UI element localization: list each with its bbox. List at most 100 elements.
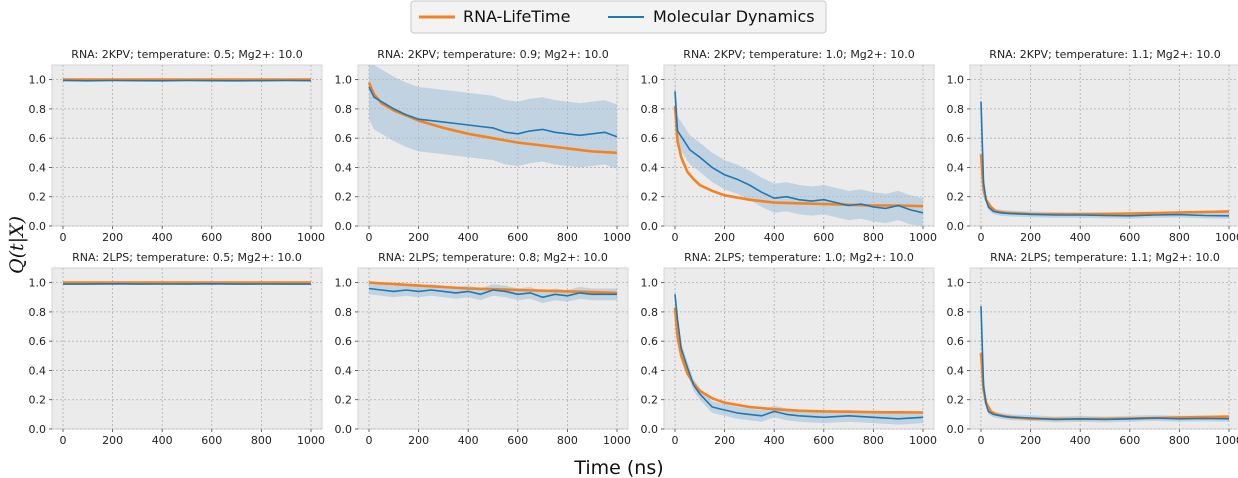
x-tick-label: 800 xyxy=(251,434,272,447)
y-tick-label: 0.8 xyxy=(29,103,47,116)
x-tick-label: 1000 xyxy=(603,231,631,244)
y-tick-label: 0.4 xyxy=(641,161,659,174)
panel-background xyxy=(663,267,935,430)
x-tick-label: 800 xyxy=(251,231,272,244)
panel-background xyxy=(51,64,323,227)
y-tick-label: 0.2 xyxy=(335,394,353,407)
x-tick-label: 0 xyxy=(366,231,373,244)
panel-3: RNA: 2KPV; temperature: 1.0; Mg2+: 10.0 0… xyxy=(641,48,938,244)
y-tick-label: 0.8 xyxy=(947,103,965,116)
y-tick-label: 0.6 xyxy=(29,132,47,145)
y-tick-label: 0.0 xyxy=(29,423,47,436)
x-tick-label: 0 xyxy=(366,434,373,447)
panel-7: RNA: 2LPS; temperature: 1.0; Mg2+: 10.0 0… xyxy=(641,251,938,447)
y-tick-label: 0.0 xyxy=(335,220,353,233)
y-tick-label: 0.6 xyxy=(29,335,47,348)
y-tick-label: 0.6 xyxy=(641,132,659,145)
y-tick-label: 0.8 xyxy=(947,306,965,319)
y-tick-label: 0.6 xyxy=(335,132,353,145)
y-tick-label: 0.2 xyxy=(29,394,47,407)
x-tick-label: 400 xyxy=(458,434,479,447)
y-tick-label: 0.0 xyxy=(947,423,965,436)
x-tick-label: 400 xyxy=(152,434,173,447)
y-tick-label: 0.6 xyxy=(335,335,353,348)
y-tick-label: 0.8 xyxy=(641,103,659,116)
panels: RNA: 2KPV; temperature: 0.5; Mg2+: 10.0 0… xyxy=(29,48,1238,447)
y-tick-label: 0.0 xyxy=(947,220,965,233)
x-tick-label: 200 xyxy=(102,434,123,447)
x-tick-label: 600 xyxy=(1119,231,1140,244)
x-tick-label: 800 xyxy=(863,434,884,447)
y-tick-label: 1.0 xyxy=(947,74,965,87)
x-tick-label: 400 xyxy=(1070,231,1091,244)
x-tick-label: 1000 xyxy=(1215,434,1238,447)
y-tick-label: 0.0 xyxy=(641,423,659,436)
x-tick-label: 0 xyxy=(672,231,679,244)
panel-4: RNA: 2KPV; temperature: 1.1; Mg2+: 10.0 0… xyxy=(947,48,1238,244)
y-tick-label: 0.0 xyxy=(641,220,659,233)
x-tick-label: 400 xyxy=(458,231,479,244)
x-axis-label: Time (ns) xyxy=(573,457,663,478)
y-tick-label: 0.2 xyxy=(641,191,659,204)
y-tick-label: 0.4 xyxy=(947,364,965,377)
md-confidence-band xyxy=(675,76,923,226)
panel-title: RNA: 2KPV; temperature: 0.9; Mg2+: 10.0 xyxy=(377,48,608,61)
series-line-rna-lifetime xyxy=(673,307,924,414)
y-tick-label: 0.2 xyxy=(335,191,353,204)
x-tick-label: 0 xyxy=(60,434,67,447)
series-line-molecular-dynamics xyxy=(980,306,1230,421)
panel-title: RNA: 2KPV; temperature: 0.5; Mg2+: 10.0 xyxy=(71,48,302,61)
x-tick-label: 800 xyxy=(557,434,578,447)
panel-title: RNA: 2LPS; temperature: 1.0; Mg2+: 10.0 xyxy=(684,251,914,264)
y-tick-label: 0.4 xyxy=(335,161,353,174)
x-tick-label: 600 xyxy=(201,231,222,244)
x-tick-label: 1000 xyxy=(297,434,325,447)
y-tick-label: 1.0 xyxy=(335,74,353,87)
series-line-molecular-dynamics xyxy=(368,287,617,299)
x-tick-label: 0 xyxy=(60,231,67,244)
y-tick-label: 0.8 xyxy=(641,306,659,319)
panel-background xyxy=(969,64,1238,227)
legend: RNA-LifeTime Molecular Dynamics xyxy=(410,0,827,34)
x-tick-label: 200 xyxy=(102,231,123,244)
x-tick-label: 1000 xyxy=(909,434,937,447)
panel-title: RNA: 2LPS; temperature: 1.1; Mg2+: 10.0 xyxy=(990,251,1220,264)
panel-1: RNA: 2KPV; temperature: 0.5; Mg2+: 10.0 0… xyxy=(29,48,326,244)
y-tick-label: 0.4 xyxy=(641,364,659,377)
y-tick-label: 0.6 xyxy=(947,335,965,348)
y-tick-label: 0.2 xyxy=(947,191,965,204)
y-tick-label: 1.0 xyxy=(641,74,659,87)
md-confidence-band xyxy=(369,65,617,169)
panel-background xyxy=(51,267,323,430)
y-tick-label: 0.0 xyxy=(335,423,353,436)
y-tick-label: 0.4 xyxy=(947,161,965,174)
x-tick-label: 200 xyxy=(1020,231,1041,244)
y-tick-label: 1.0 xyxy=(29,277,47,290)
series-line-molecular-dynamics xyxy=(980,101,1230,217)
y-tick-label: 0.4 xyxy=(335,364,353,377)
y-tick-label: 0.8 xyxy=(335,306,353,319)
x-tick-label: 200 xyxy=(714,434,735,447)
x-tick-label: 600 xyxy=(1119,434,1140,447)
y-tick-label: 0.4 xyxy=(29,364,47,377)
md-confidence-band xyxy=(369,282,617,304)
x-tick-label: 800 xyxy=(1169,231,1190,244)
panel-title: RNA: 2KPV; temperature: 1.0; Mg2+: 10.0 xyxy=(683,48,914,61)
series-line-molecular-dynamics xyxy=(674,294,924,420)
series-line-rna-lifetime xyxy=(367,82,618,155)
y-tick-label: 0.8 xyxy=(29,306,47,319)
y-tick-label: 0.6 xyxy=(641,335,659,348)
legend-label-md: Molecular Dynamics xyxy=(653,7,815,26)
x-tick-label: 1000 xyxy=(297,231,325,244)
x-tick-label: 600 xyxy=(813,231,834,244)
x-tick-label: 400 xyxy=(152,231,173,244)
y-tick-label: 1.0 xyxy=(29,74,47,87)
y-tick-label: 0.0 xyxy=(29,220,47,233)
x-tick-label: 200 xyxy=(1020,434,1041,447)
x-tick-label: 200 xyxy=(408,434,429,447)
y-tick-label: 0.8 xyxy=(335,103,353,116)
x-tick-label: 800 xyxy=(557,231,578,244)
series-line-rna-lifetime xyxy=(673,105,924,208)
x-tick-label: 600 xyxy=(813,434,834,447)
